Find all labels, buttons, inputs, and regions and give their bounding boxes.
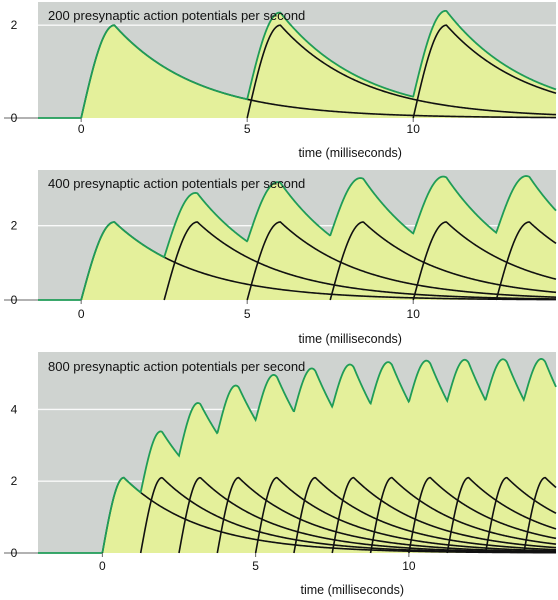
- x-tick-label: 0: [78, 307, 85, 321]
- x-axis-label: time (milliseconds): [298, 146, 402, 160]
- x-tick-label: 0: [78, 122, 85, 136]
- x-axis-label: time (milliseconds): [300, 583, 404, 597]
- y-tick-label: 0: [11, 111, 18, 125]
- chart-title: 200 presynaptic action potentials per se…: [48, 8, 305, 23]
- summed-potential-area: [38, 10, 556, 118]
- single-response-curve-10: [446, 476, 557, 554]
- single-response-curve-2: [246, 24, 557, 119]
- chart-title: 400 presynaptic action potentials per se…: [48, 176, 305, 191]
- x-axis-label: time (milliseconds): [298, 332, 402, 346]
- summed-potential-line: [80, 9, 557, 119]
- single-response-curve-6: [293, 476, 557, 554]
- chart-panel-2: 0 5 10 0 2 400 presynaptic action potentials …: [4, 170, 557, 346]
- x-tick-label: 0: [99, 559, 106, 573]
- x-tick-label: 5: [252, 559, 259, 573]
- y-tick-label: 0: [11, 293, 18, 307]
- x-tick-label: 10: [402, 559, 416, 573]
- single-response-curve-3: [412, 24, 557, 119]
- single-response-curve-11: [484, 476, 557, 554]
- single-response-curve-5: [254, 476, 557, 554]
- summed-potential-area: [38, 176, 556, 300]
- single-response-curve-8: [369, 476, 557, 554]
- x-tick-label: 10: [407, 307, 421, 321]
- y-tick-label: 2: [11, 474, 18, 488]
- chart-panel-3: 0 5 10 0 2 4 800 presynaptic action potentials…: [4, 352, 557, 597]
- y-tick-label: 2: [11, 219, 18, 233]
- single-response-curve-4: [216, 476, 557, 554]
- single-response-curve-6: [495, 221, 557, 301]
- x-tick-label: 5: [244, 307, 251, 321]
- single-response-curve-3: [246, 221, 557, 301]
- chart-title: 800 presynaptic action potentials per se…: [48, 359, 305, 374]
- single-response-curve-12: [523, 476, 557, 554]
- single-response-curve-5: [412, 221, 557, 301]
- single-response-curve-4: [329, 221, 557, 301]
- single-response-curve-9: [408, 476, 557, 554]
- y-tick-label: 0: [11, 546, 18, 560]
- chart-panel-1: 0 5 10 0 2 200 presynaptic action potentials …: [4, 2, 557, 160]
- x-tick-label: 10: [407, 122, 421, 136]
- summed-potential-line: [80, 175, 557, 301]
- y-tick-label: 4: [11, 402, 18, 416]
- x-tick-label: 5: [244, 122, 251, 136]
- single-response-curve-7: [331, 476, 557, 554]
- single-response-curve-3: [178, 476, 557, 554]
- summed-potential-line: [101, 358, 557, 553]
- single-response-curve-2: [163, 221, 557, 301]
- y-tick-label: 2: [11, 18, 18, 32]
